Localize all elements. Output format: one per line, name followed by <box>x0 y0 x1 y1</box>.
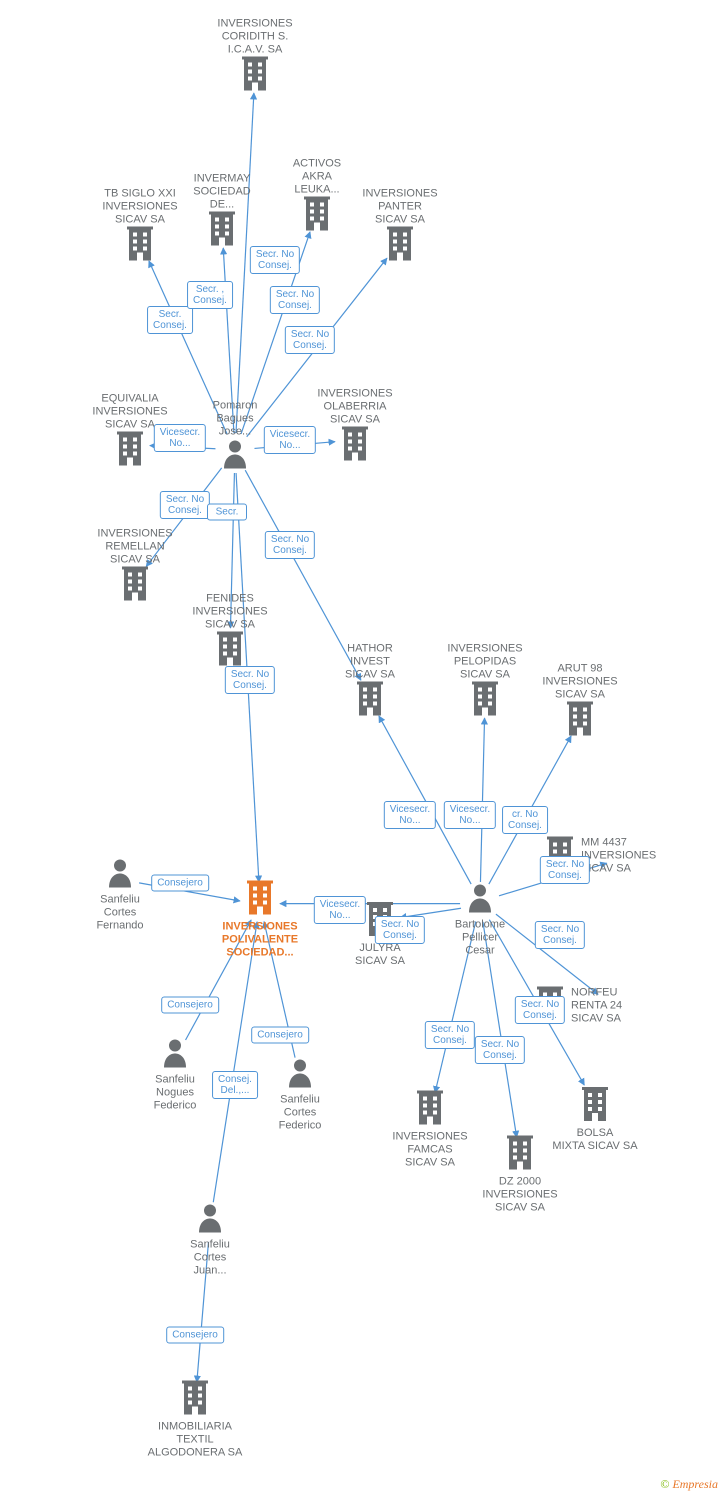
node-label: Sanfeliu Cortes Federico <box>245 1094 355 1133</box>
node-label: NORFEU RENTA 24 SICAV SA <box>571 987 622 1026</box>
node-label: INVERSIONES POLIVALENTE SOCIEDAD... <box>205 921 315 960</box>
company-node-famcas[interactable]: INVERSIONES FAMCAS SICAV SA <box>375 1091 485 1170</box>
company-node-olaberria[interactable]: INVERSIONES OLABERRIA SICAV SA <box>300 386 410 465</box>
edge-label: Vicesecr.No... <box>154 424 206 452</box>
edge-label: Secr. NoConsej. <box>535 921 585 949</box>
company-node-hathor[interactable]: HATHOR INVEST SICAV SA <box>315 641 425 720</box>
edge-label: Secr. NoConsej. <box>475 1036 525 1064</box>
edge-line <box>480 718 484 882</box>
edge-label: Secr. NoConsej. <box>160 491 210 519</box>
building-icon <box>415 1091 445 1129</box>
edge-label: Secr. NoConsej. <box>270 286 320 314</box>
edge-line <box>379 716 471 884</box>
node-label: INVERSIONES FAMCAS SICAV SA <box>375 1131 485 1170</box>
company-node-arut[interactable]: ARUT 98 INVERSIONES SICAV SA <box>525 661 635 740</box>
edge-label: Vicesecr.No... <box>264 426 316 454</box>
edge-label: Secr. NoConsej. <box>285 326 335 354</box>
node-label: INVERSIONES PANTER SICAV SA <box>345 188 455 227</box>
brand-watermark: © Empresia <box>660 1477 718 1492</box>
node-label: Bartolome Pellicer Cesar <box>425 919 535 958</box>
company-node-panter[interactable]: INVERSIONES PANTER SICAV SA <box>345 186 455 265</box>
company-node-remellan[interactable]: INVERSIONES REMELLAN SICAV SA <box>80 526 190 605</box>
building-icon <box>470 682 500 720</box>
building-icon <box>215 632 245 670</box>
edge-label: Secr. NoConsej. <box>515 996 565 1024</box>
company-node-pelopidas[interactable]: INVERSIONES PELOPIDAS SICAV SA <box>430 641 540 720</box>
person-node-sancfed[interactable]: Sanfeliu Cortes Federico <box>245 1058 355 1133</box>
building-icon <box>180 1381 210 1419</box>
building-icon <box>120 567 150 605</box>
building-icon <box>505 1136 535 1174</box>
company-node-fenides[interactable]: FENIDES INVERSIONES SICAV SA <box>175 591 285 670</box>
network-diagram: INVERSIONES CORIDITH S. I.C.A.V. SA TB S… <box>0 0 728 1500</box>
person-node-bartolome[interactable]: Bartolome Pellicer Cesar <box>425 883 535 958</box>
person-icon <box>162 1038 188 1072</box>
node-label: MM 4437 INVERSIONES SICAV SA <box>581 837 656 876</box>
edge-label: Vicesecr.No... <box>384 801 436 829</box>
building-icon <box>355 682 385 720</box>
person-icon <box>287 1058 313 1092</box>
node-label: HATHOR INVEST SICAV SA <box>315 643 425 682</box>
node-label: JULYRA SICAV SA <box>325 942 435 968</box>
company-node-invermay[interactable]: INVERMAY SOCIEDAD DE... <box>167 171 277 250</box>
edge-label: Secr. NoConsej. <box>225 666 275 694</box>
edge-label: Secr. NoConsej. <box>540 856 590 884</box>
node-label: Sanfeliu Cortes Fernando <box>65 894 175 933</box>
copyright-symbol: © <box>660 1477 669 1491</box>
company-node-inmobiliaria[interactable]: INMOBILIARIA TEXTIL ALGODONERA SA <box>140 1381 250 1460</box>
brand-text: Empresia <box>672 1477 718 1491</box>
building-icon <box>240 57 270 95</box>
node-label: Sanfeliu Cortes Juan... <box>155 1239 265 1278</box>
edge-label: Secr. ,Consej. <box>187 281 233 309</box>
building-icon <box>302 197 332 235</box>
building-icon <box>125 227 155 265</box>
edge-label: Secr. NoConsej. <box>250 246 300 274</box>
edge-label: Consejero <box>166 1327 224 1344</box>
edge-label: Consejero <box>161 997 219 1014</box>
node-label: INVERSIONES PELOPIDAS SICAV SA <box>430 643 540 682</box>
node-label: DZ 2000 INVERSIONES SICAV SA <box>465 1176 575 1215</box>
edge-label: cr. NoConsej. <box>502 806 548 834</box>
edge-label: Vicesecr.No... <box>444 801 496 829</box>
edge-label: Secr. <box>207 504 247 521</box>
building-icon <box>340 427 370 465</box>
node-label: INMOBILIARIA TEXTIL ALGODONERA SA <box>140 1421 250 1460</box>
company-node-focal[interactable]: INVERSIONES POLIVALENTE SOCIEDAD... <box>205 881 315 960</box>
node-label: INVERMAY SOCIEDAD DE... <box>167 173 277 212</box>
building-icon <box>115 432 145 470</box>
edge-label: Secr.Consej. <box>147 306 193 334</box>
person-node-sanfern[interactable]: Sanfeliu Cortes Fernando <box>65 858 175 933</box>
edge-label: Secr. NoConsej. <box>425 1021 475 1049</box>
person-icon <box>467 883 493 917</box>
person-icon <box>197 1203 223 1237</box>
edge-label: Consej.Del.,... <box>212 1071 258 1099</box>
company-node-coridith[interactable]: INVERSIONES CORIDITH S. I.C.A.V. SA <box>200 16 310 95</box>
node-label: INVERSIONES CORIDITH S. I.C.A.V. SA <box>200 18 310 57</box>
node-label: INVERSIONES OLABERRIA SICAV SA <box>300 388 410 427</box>
edge-label: Secr. NoConsej. <box>375 916 425 944</box>
edge-label: Vicesecr.No... <box>314 896 366 924</box>
person-icon <box>222 439 248 473</box>
edge-label: Consejero <box>151 875 209 892</box>
person-icon <box>107 858 133 892</box>
building-icon <box>580 1087 610 1125</box>
edge-label: Secr. NoConsej. <box>265 531 315 559</box>
building-icon <box>207 212 237 250</box>
edge-label: Consejero <box>251 1027 309 1044</box>
node-label: INVERSIONES REMELLAN SICAV SA <box>80 528 190 567</box>
building-icon <box>565 702 595 740</box>
building-icon <box>385 227 415 265</box>
node-label: ARUT 98 INVERSIONES SICAV SA <box>525 663 635 702</box>
person-node-sanjuan[interactable]: Sanfeliu Cortes Juan... <box>155 1203 265 1278</box>
building-icon <box>245 881 275 919</box>
node-label: FENIDES INVERSIONES SICAV SA <box>175 593 285 632</box>
